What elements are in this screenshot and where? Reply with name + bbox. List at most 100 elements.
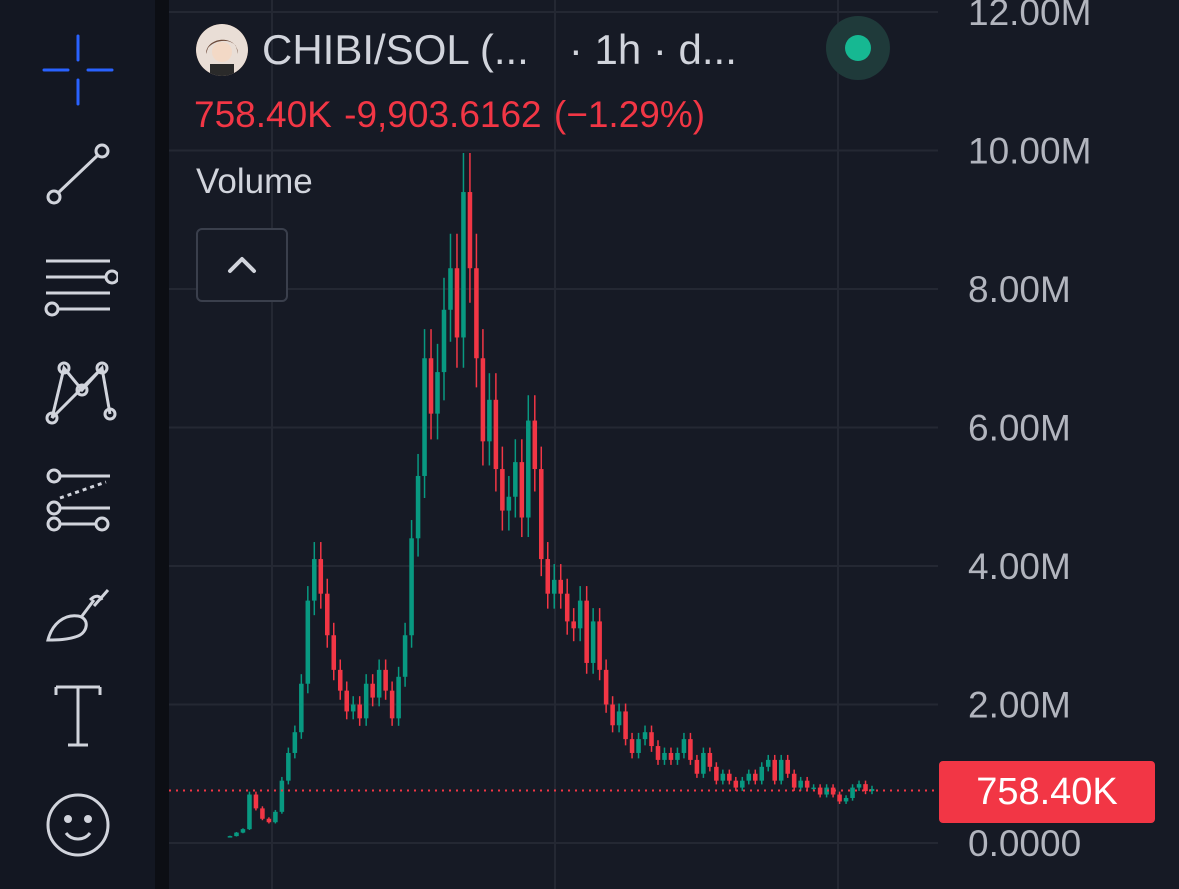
candle-body [765, 759, 771, 767]
candle-body [863, 784, 868, 792]
candle-body [590, 621, 596, 663]
brush-icon[interactable] [28, 565, 128, 655]
token-avatar [196, 24, 248, 76]
candle-body [850, 787, 855, 798]
candle-body [344, 690, 349, 712]
candle-body [415, 475, 421, 539]
candle-body [299, 683, 304, 733]
candle-body [649, 732, 654, 747]
candle-body [830, 787, 836, 795]
candle-body [778, 759, 784, 781]
candle-body [247, 794, 252, 830]
candle-body [363, 683, 369, 719]
volume-indicator-label[interactable]: Volume [196, 162, 313, 201]
candle-body [545, 559, 551, 594]
candle-body [668, 752, 674, 760]
candle-body [474, 268, 479, 359]
candle-body [350, 704, 356, 712]
candle-body [740, 780, 745, 788]
candle-body [869, 788, 875, 792]
candle-body [662, 752, 667, 760]
candle-body [701, 752, 706, 774]
candle-body [253, 794, 259, 809]
candle-body [312, 559, 317, 601]
candle-body [370, 683, 375, 698]
y-tick-label: 2.00M [968, 685, 1071, 726]
y-tick-label: 0.0000 [968, 823, 1081, 864]
market-status-indicator[interactable] [826, 16, 890, 80]
candle-body [597, 621, 602, 670]
candle-body [383, 669, 388, 691]
candle-body [500, 469, 505, 511]
candle-body [467, 192, 473, 269]
candle-body [655, 746, 661, 760]
candle-body [279, 780, 285, 812]
candle-body [325, 593, 330, 636]
candle-body [636, 739, 641, 753]
candle-body [720, 773, 726, 781]
candle-body [227, 836, 233, 838]
collapse-indicators-button[interactable] [196, 228, 288, 302]
candle-body [785, 759, 790, 774]
candle-body [402, 635, 408, 677]
trend-line-icon[interactable] [28, 130, 128, 220]
emoji-icon[interactable] [28, 780, 128, 870]
text-icon[interactable] [28, 670, 128, 760]
symbol-title: CHIBI/SOL (... [262, 26, 529, 73]
candle-body [234, 832, 239, 837]
candle-body [804, 780, 810, 788]
candle-body [461, 192, 466, 338]
candle-body [610, 704, 615, 726]
candle-body [539, 469, 544, 560]
y-tick-label: 4.00M [968, 546, 1071, 587]
y-tick-label: 10.00M [968, 131, 1091, 172]
last-price-badge: 758.40K [939, 761, 1155, 823]
candle-body [603, 669, 609, 705]
candle-body [396, 676, 401, 719]
candle-body [376, 669, 382, 698]
candle-body [623, 711, 628, 740]
candle-body [571, 621, 576, 629]
candle-body [584, 600, 589, 663]
toolbar-divider [155, 0, 169, 889]
candle-body [513, 462, 518, 497]
candle-body [422, 358, 427, 476]
candle-body [727, 773, 732, 781]
crosshair-icon[interactable] [28, 25, 128, 115]
candle-body [824, 787, 829, 795]
prediction-icon[interactable] [28, 455, 128, 545]
candle-body [292, 732, 298, 753]
candle-body [487, 399, 492, 442]
candle-body [616, 711, 622, 726]
candle-body [480, 358, 486, 442]
chart-grid [169, 0, 938, 889]
candle-body [694, 759, 700, 774]
candle-body [843, 797, 849, 802]
candle-body [551, 579, 557, 594]
candle-body [798, 780, 803, 788]
candle-body [331, 635, 337, 670]
pattern-icon[interactable] [28, 345, 128, 435]
candle-body [629, 739, 635, 753]
candle-body [266, 818, 272, 823]
candle-body [558, 579, 563, 594]
candle-body [286, 752, 291, 781]
ohlc-change-readout: 758.40K -9,903.6162 (−1.29%) [194, 94, 706, 135]
y-tick-label: 8.00M [968, 269, 1071, 310]
candle-body [688, 739, 693, 760]
candle-body [435, 372, 440, 414]
candle-body [318, 559, 324, 594]
symbol-legend[interactable]: CHIBI/SOL (... · 1h · d... [196, 20, 737, 80]
candle-body [260, 808, 265, 819]
y-tick-label: 6.00M [968, 408, 1071, 449]
candle-body [428, 358, 434, 414]
candle-body [733, 780, 739, 788]
candle-body [681, 739, 687, 753]
candle-body [532, 420, 538, 470]
fib-retracement-icon[interactable] [28, 240, 128, 330]
candle-body [454, 268, 460, 338]
candle-body [675, 752, 680, 760]
candle-body [564, 593, 570, 622]
candle-body [642, 732, 648, 740]
